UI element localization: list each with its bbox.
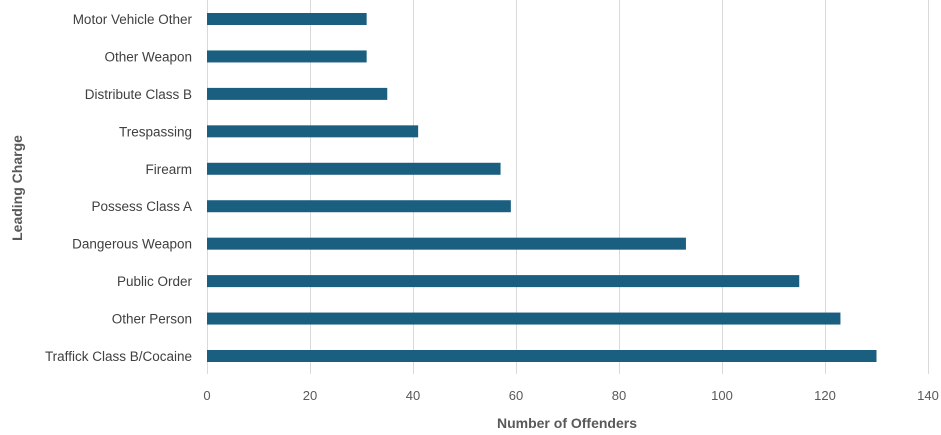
bar — [207, 350, 877, 362]
category-label: Other Person — [112, 312, 192, 327]
bar — [207, 87, 388, 100]
y-axis-title: Leading Charge — [9, 135, 25, 241]
category-label: Distribute Class B — [85, 87, 192, 102]
category-label: Public Order — [117, 274, 193, 289]
bars — [207, 13, 877, 362]
x-tick-label: 40 — [406, 388, 420, 403]
category-label: Motor Vehicle Other — [73, 12, 193, 27]
x-tick-labels: 0 20 40 60 80 100 120 140 — [203, 388, 938, 403]
x-tick-label: 60 — [509, 388, 523, 403]
category-label: Traffick Class B/Cocaine — [45, 349, 192, 364]
x-tick-label: 0 — [203, 388, 210, 403]
category-label: Other Weapon — [104, 49, 192, 64]
bar — [207, 13, 367, 25]
bar — [207, 50, 367, 63]
x-axis-title: Number of Offenders — [497, 415, 637, 431]
category-labels: Traffick Class B/Cocaine Other Person Publ… — [45, 12, 193, 364]
x-tick-label: 20 — [303, 388, 317, 403]
bar — [207, 162, 501, 175]
category-label: Dangerous Weapon — [72, 237, 192, 252]
bar — [207, 275, 800, 288]
bar — [207, 237, 686, 250]
x-tick-label: 120 — [814, 388, 836, 403]
x-tick-label: 140 — [917, 388, 939, 403]
bar — [207, 125, 419, 138]
x-tick-label: 100 — [711, 388, 733, 403]
category-label: Possess Class A — [91, 199, 192, 214]
bar — [207, 312, 841, 325]
category-label: Firearm — [146, 162, 193, 177]
category-label: Trespassing — [119, 124, 192, 139]
bar — [207, 200, 511, 213]
x-tick-label: 80 — [612, 388, 626, 403]
